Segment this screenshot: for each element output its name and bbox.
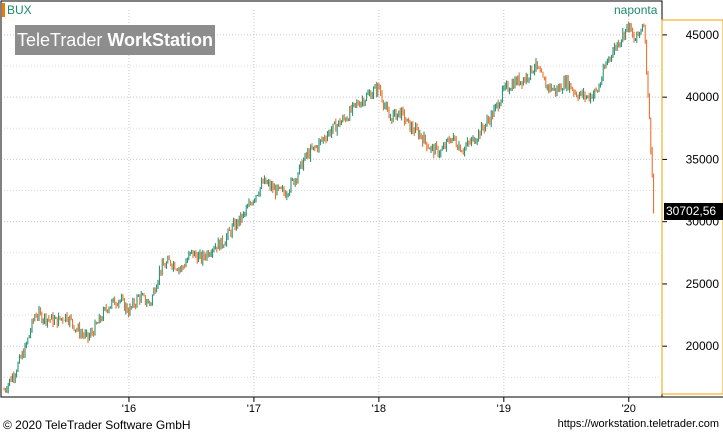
symbol-label[interactable]: BUX — [7, 3, 32, 17]
candles — [3, 21, 655, 394]
y-tick-label: 35000 — [686, 152, 720, 166]
x-tick-label: '19 — [497, 403, 511, 415]
y-tick-label: 45000 — [686, 28, 720, 42]
x-tick-label: '16 — [122, 403, 136, 415]
y-tick-label: 20000 — [686, 339, 720, 353]
price-range-box — [661, 19, 723, 395]
last-price-tag: 30702,56 — [664, 203, 723, 220]
y-tick-label: 25000 — [686, 277, 720, 291]
teletrader-logo: TeleTrader WorkStation — [15, 25, 215, 55]
logo-text-2: WorkStation — [107, 30, 214, 50]
copyright: © 2020 TeleTrader Software GmbH — [3, 418, 191, 432]
grid — [4, 10, 660, 396]
x-tick-label: '20 — [622, 403, 636, 415]
symbol-color-marker — [2, 3, 5, 17]
x-axis: '16 '17 '18 '19 '20 — [122, 397, 636, 415]
x-tick-label: '18 — [372, 403, 386, 415]
y-tick-label: 40000 — [686, 90, 720, 104]
plot-frame — [0, 0, 663, 398]
logo-text-1: TeleTrader — [16, 30, 108, 50]
x-tick-label: '17 — [247, 403, 261, 415]
interval-label[interactable]: naponta — [614, 3, 658, 17]
source-url[interactable]: https://workstation.teletrader.com — [557, 418, 719, 430]
